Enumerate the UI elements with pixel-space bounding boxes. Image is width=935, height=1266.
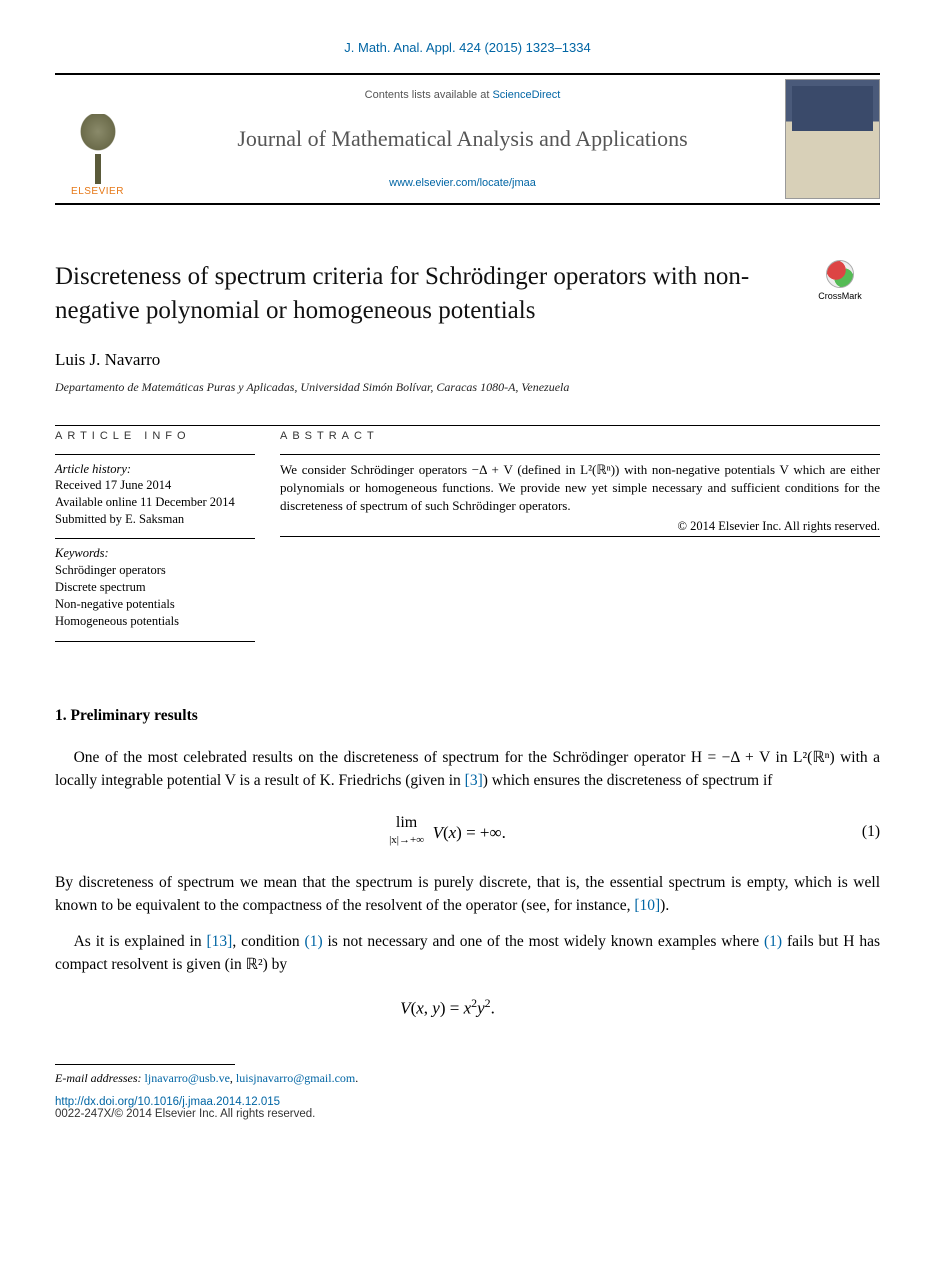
keyword: Discrete spectrum: [55, 579, 255, 596]
keywords-block: Keywords: Schrödinger operators Discrete…: [55, 538, 255, 639]
journal-url-link[interactable]: www.elsevier.com/locate/jmaa: [389, 177, 536, 189]
keyword: Schrödinger operators: [55, 562, 255, 579]
received-date: Received 17 June 2014: [55, 477, 255, 494]
title-block: Discreteness of spectrum criteria for Sc…: [55, 260, 880, 328]
para3-text-c: is not necessary and one of the most wid…: [323, 933, 764, 950]
abstract-copyright: © 2014 Elsevier Inc. All rights reserved…: [280, 519, 880, 534]
rights-line: 0022-247X/© 2014 Elsevier Inc. All right…: [55, 1108, 880, 1120]
equation-2-row: V(x, y) = x2y2.: [55, 996, 880, 1019]
abstract-label: abstract: [280, 430, 880, 442]
citation-link[interactable]: [10]: [634, 897, 660, 914]
crossmark-badge[interactable]: CrossMark: [800, 260, 880, 301]
email-link-1[interactable]: ljnavarro@usb.ve: [145, 1071, 230, 1085]
email-link-2[interactable]: luisjnavarro@gmail.com: [236, 1071, 355, 1085]
equation-1-row: lim |x|→+∞ V(x) = +∞. (1): [55, 812, 880, 852]
paragraph-2: By discreteness of spectrum we mean that…: [55, 872, 880, 917]
journal-reference: J. Math. Anal. Appl. 424 (2015) 1323–133…: [55, 40, 880, 55]
para2-text-b: ).: [660, 897, 669, 914]
author-affiliation: Departamento de Matemáticas Puras y Apli…: [55, 380, 880, 395]
equation-1-number: (1): [840, 823, 880, 841]
history-label: Article history:: [55, 461, 255, 478]
submitted-by: Submitted by E. Saksman: [55, 511, 255, 528]
para2-text-a: By discreteness of spectrum we mean that…: [55, 874, 880, 913]
contents-available: Contents lists available at ScienceDirec…: [365, 89, 561, 101]
citation-link[interactable]: [13]: [207, 933, 233, 950]
equation-2: V(x, y) = x2y2.: [55, 996, 840, 1019]
journal-cover-thumbnail[interactable]: [785, 79, 880, 199]
publisher-logo[interactable]: ELSEVIER: [55, 79, 140, 199]
rule-top: [55, 73, 880, 75]
para3-text-b: , condition: [232, 933, 304, 950]
equation-ref-link[interactable]: (1): [305, 933, 323, 950]
equation-ref-link[interactable]: (1): [764, 933, 782, 950]
section-1: 1. Preliminary results One of the most c…: [55, 707, 880, 1018]
rule-header-bottom: [55, 203, 880, 205]
citation-link[interactable]: [3]: [465, 772, 483, 789]
publisher-name: ELSEVIER: [71, 186, 124, 197]
header-center: Contents lists available at ScienceDirec…: [140, 79, 785, 199]
elsevier-tree-icon: [68, 114, 128, 184]
article-title: Discreteness of spectrum criteria for Sc…: [55, 260, 790, 328]
email-label: E-mail addresses:: [55, 1071, 145, 1085]
paragraph-3: As it is explained in [13], condition (1…: [55, 931, 880, 976]
info-bottom-rule: [55, 641, 255, 642]
article-history: Article history: Received 17 June 2014 A…: [55, 454, 255, 539]
keywords-label: Keywords:: [55, 545, 255, 562]
para1-text-b: ) which ensures the discreteness of spec…: [483, 772, 773, 789]
journal-name: Journal of Mathematical Analysis and App…: [237, 126, 687, 152]
abstract-text: We consider Schrödinger operators −Δ + V…: [280, 454, 880, 516]
footnote-rule: [55, 1064, 235, 1065]
page-container: J. Math. Anal. Appl. 424 (2015) 1323–133…: [0, 0, 935, 1150]
abstract-column: abstract We consider Schrödinger operato…: [280, 430, 880, 643]
info-abstract-row: article info Article history: Received 1…: [55, 425, 880, 643]
section-heading: 1. Preliminary results: [55, 707, 880, 725]
journal-header: ELSEVIER Contents lists available at Sci…: [55, 79, 880, 199]
contents-prefix: Contents lists available at: [365, 89, 493, 101]
doi-link[interactable]: http://dx.doi.org/10.1016/j.jmaa.2014.12…: [55, 1096, 880, 1108]
available-date: Available online 11 December 2014: [55, 494, 255, 511]
crossmark-label: CrossMark: [818, 291, 862, 301]
email-end: .: [355, 1071, 358, 1085]
eqn1-subscript: |x|→+∞: [389, 834, 424, 846]
sciencedirect-link[interactable]: ScienceDirect: [492, 89, 560, 101]
abstract-bottom-rule: [280, 536, 880, 537]
para3-text-a: As it is explained in: [74, 933, 207, 950]
equation-1: lim |x|→+∞ V(x) = +∞.: [55, 812, 840, 852]
author-name: Luis J. Navarro: [55, 350, 880, 370]
paragraph-1: One of the most celebrated results on th…: [55, 747, 880, 792]
keyword: Non-negative potentials: [55, 596, 255, 613]
crossmark-icon: [826, 260, 854, 288]
article-info-label: article info: [55, 430, 255, 442]
email-footnote: E-mail addresses: ljnavarro@usb.ve, luis…: [55, 1071, 880, 1086]
keyword: Homogeneous potentials: [55, 613, 255, 630]
article-info-column: article info Article history: Received 1…: [55, 430, 280, 643]
